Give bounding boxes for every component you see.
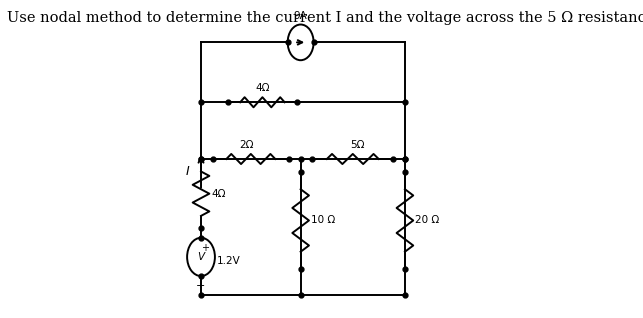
Text: −: − bbox=[196, 281, 206, 291]
Text: 9A: 9A bbox=[294, 11, 307, 21]
Text: 1.2V: 1.2V bbox=[217, 256, 241, 266]
Text: 2Ω: 2Ω bbox=[239, 140, 253, 149]
Text: V: V bbox=[197, 252, 204, 262]
Text: 5Ω: 5Ω bbox=[350, 140, 365, 149]
Text: 20 Ω: 20 Ω bbox=[415, 216, 439, 225]
Text: 1.  Use nodal method to determine the current I and the voltage across the 5 Ω r: 1. Use nodal method to determine the cur… bbox=[0, 11, 643, 25]
Text: 10 Ω: 10 Ω bbox=[311, 216, 335, 225]
Text: +: + bbox=[201, 243, 209, 253]
Text: I: I bbox=[186, 165, 190, 178]
Text: 4Ω: 4Ω bbox=[211, 189, 226, 199]
Text: 4Ω: 4Ω bbox=[255, 83, 269, 93]
